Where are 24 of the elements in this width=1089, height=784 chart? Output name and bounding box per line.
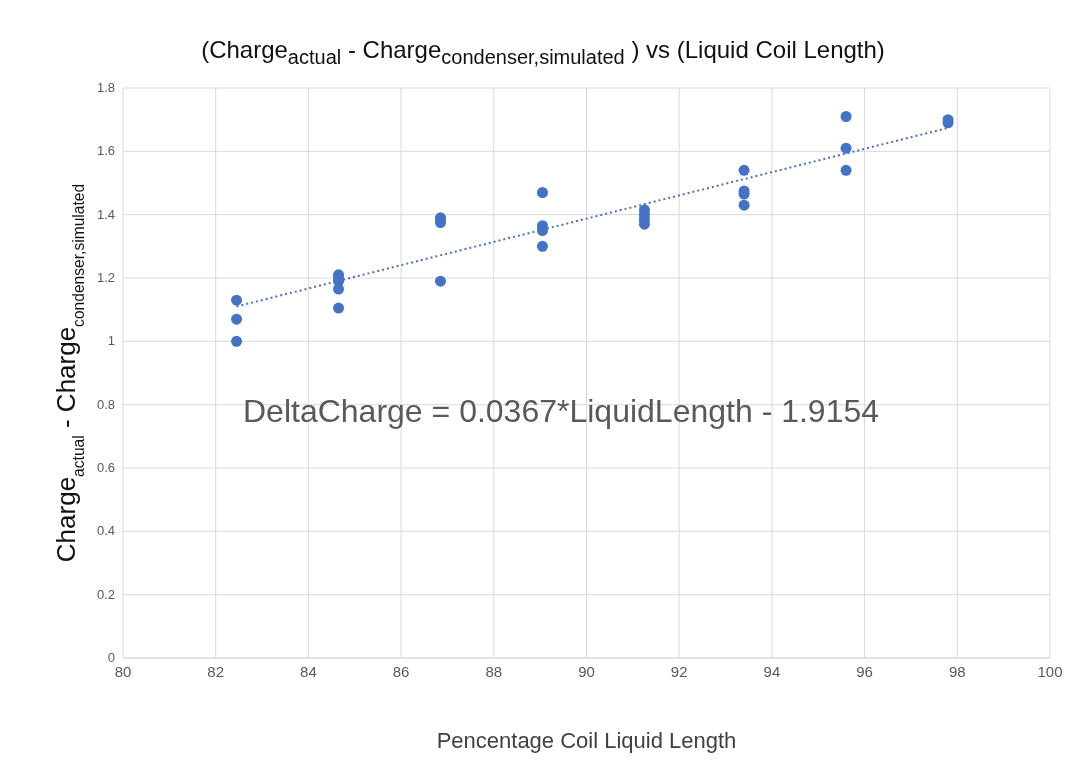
x-tick-label: 94 xyxy=(763,662,781,680)
y-tick-label: 0.6 xyxy=(96,460,115,475)
x-tick-label: 88 xyxy=(485,662,503,680)
chart-title: (Charge$_{actual}$ - Charge$_{condenser,simulated}$ ) vs (Liquid Coil Length) xyxy=(200,36,886,69)
x-tick-label: 82 xyxy=(207,662,225,680)
x-tick-label: 98 xyxy=(948,662,966,680)
x-axis-title: Pencentage Coil Liquid Length xyxy=(436,728,737,753)
y-tick-label: 0 xyxy=(107,650,115,665)
y-tick-label: 0.4 xyxy=(96,523,115,539)
y-tick-label: 1.2 xyxy=(96,270,115,285)
y-tick-label: 1 xyxy=(107,333,115,349)
y-tick-label: 0.8 xyxy=(96,396,115,412)
y-tick-label: 1.8 xyxy=(96,80,115,95)
x-tick-label: 86 xyxy=(392,662,410,680)
x-tick-label: 96 xyxy=(856,662,873,680)
x-tick-label: 80 xyxy=(114,662,132,680)
x-tick-label: 84 xyxy=(300,662,317,680)
annotation: DeltaCharge = 0.0367*LiquidLength - 1.9154 xyxy=(243,393,880,430)
x-tick-label: 90 xyxy=(578,662,595,680)
y-tick-label: 0.2 xyxy=(96,586,115,602)
x-tick-label: 92 xyxy=(670,662,688,680)
y-tick-label: 1.6 xyxy=(96,143,115,159)
y-tick-label: 1.4 xyxy=(96,206,115,222)
x-tick-label: 100 xyxy=(1037,662,1063,680)
